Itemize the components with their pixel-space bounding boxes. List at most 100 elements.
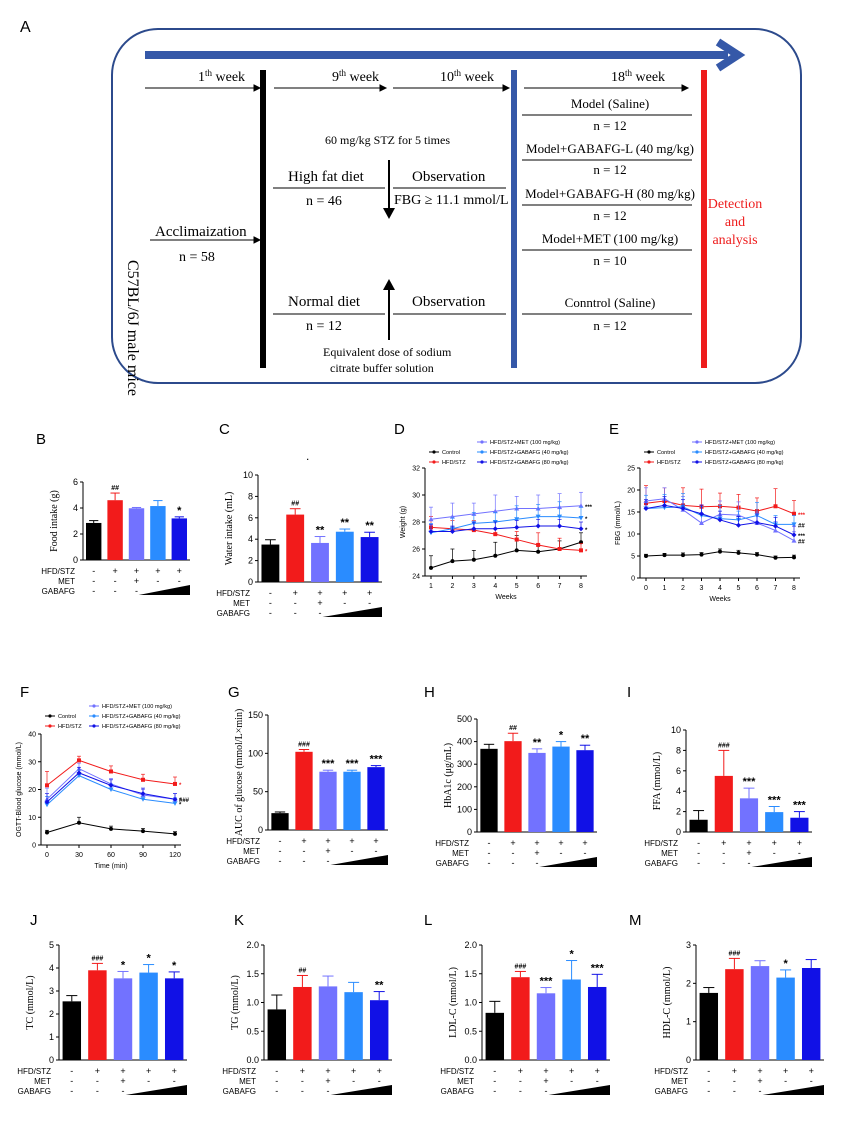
x-tick-label: 60 — [107, 852, 115, 859]
timeline-arrow-head — [715, 38, 746, 72]
data-point — [140, 797, 146, 802]
significance-mark: ## — [291, 501, 299, 508]
y-tick-label: 200 — [457, 782, 472, 792]
treatment-sign: - — [493, 1086, 496, 1096]
significance-mark: ### — [179, 798, 190, 804]
treatment-sign: + — [342, 588, 347, 598]
y-tick-label: 2 — [686, 978, 691, 988]
data-point — [536, 542, 541, 547]
data-point — [450, 559, 455, 564]
week1-label: 1th week — [198, 68, 245, 85]
bar — [480, 748, 498, 832]
treatment-sign: - — [327, 856, 330, 866]
treatment-sign: - — [697, 838, 700, 848]
treatment-row-label: MET — [661, 849, 678, 858]
treatment-sign: - — [70, 1076, 73, 1086]
data-point — [76, 773, 82, 779]
treatment-sign: - — [343, 598, 346, 608]
data-point — [471, 526, 477, 532]
data-point — [557, 514, 563, 520]
treatment-sign: + — [325, 836, 330, 846]
y-tick-label: 1.5 — [246, 969, 259, 979]
group-met-n: n = 10 — [593, 253, 626, 268]
treatment-sign: + — [757, 1076, 762, 1086]
treatment-sign: + — [772, 838, 777, 848]
y-tick-label: 24 — [412, 574, 420, 581]
treatment-sign: + — [518, 1066, 523, 1076]
data-point — [45, 783, 49, 788]
treatment-sign: - — [378, 1076, 381, 1086]
treatment-sign: + — [300, 1066, 305, 1076]
data-point — [514, 524, 520, 530]
significance-mark: ### — [298, 742, 310, 749]
treatment-sign: - — [147, 1076, 150, 1086]
y-tick-label: 6 — [73, 477, 78, 487]
data-point — [699, 520, 704, 525]
treatment-sign: + — [543, 1066, 548, 1076]
series-line — [430, 516, 582, 534]
bar — [511, 977, 530, 1060]
treatment-sign: - — [279, 846, 282, 856]
data-point — [173, 831, 177, 836]
bar — [335, 531, 354, 582]
panel-letter-h: H — [424, 684, 435, 701]
bar — [485, 1012, 505, 1060]
treatment-sign: + — [120, 1076, 125, 1086]
treatment-sign: + — [558, 838, 563, 848]
legend-label: HFD/STZ+MET (100 mg/kg) — [102, 704, 172, 710]
treatment-sign: - — [493, 1076, 496, 1086]
treatment-sign: - — [512, 858, 515, 868]
data-point — [773, 555, 778, 560]
series-line — [430, 526, 582, 551]
y-tick-label: 4 — [73, 503, 78, 513]
treatment-sign: + — [325, 1076, 330, 1086]
data-point — [514, 517, 520, 522]
legend-label: HFD/STZ+GABAFG (80 mg/kg) — [490, 460, 569, 466]
legend-label: Control — [442, 450, 460, 456]
data-point — [680, 505, 686, 511]
legend-marker — [647, 450, 651, 454]
data-point — [578, 515, 584, 521]
y-tick-label: 150 — [248, 710, 263, 720]
bar — [318, 986, 338, 1060]
data-point — [493, 532, 498, 537]
y-axis-label: FFA (mmol/L) — [652, 752, 663, 810]
treatment-row-label: HFD/STZ — [654, 1067, 688, 1076]
bar — [504, 741, 522, 832]
significance-mark: * — [172, 960, 177, 972]
y-tick-label: 25 — [627, 466, 635, 473]
legend-marker — [432, 450, 436, 454]
treatment-sign: + — [349, 836, 354, 846]
bar — [295, 751, 313, 830]
bar — [150, 506, 166, 560]
legend-marker — [695, 440, 699, 444]
bar — [286, 514, 305, 582]
dose-wedge — [539, 857, 597, 867]
data-point — [109, 826, 113, 831]
dose-wedge — [751, 857, 812, 867]
bar — [801, 968, 821, 1060]
bar — [552, 746, 570, 832]
week9-label: 9th week — [332, 68, 379, 85]
treatment-row-label: MET — [34, 1077, 51, 1086]
y-tick-label: 400 — [457, 737, 472, 747]
y-tick-label: 32 — [412, 466, 420, 473]
treatment-sign: + — [301, 836, 306, 846]
data-point — [717, 517, 723, 523]
y-tick-label: 3 — [49, 986, 54, 996]
y-tick-label: 15 — [627, 510, 635, 517]
significance-mark: ** — [365, 520, 374, 532]
y-tick-label: 2.0 — [464, 940, 477, 950]
y-axis-label: HDL-C (mmol/L) — [662, 967, 673, 1039]
y-axis-label: Weight (g) — [400, 506, 407, 538]
y-tick-label: 2 — [248, 556, 253, 566]
data-point — [773, 504, 778, 509]
acclimatization-label: Acclimaization — [155, 224, 247, 240]
treatment-row-label: GABAFG — [223, 1087, 256, 1096]
treatment-sign: - — [488, 858, 491, 868]
significance-mark: *** — [798, 534, 806, 540]
bar — [699, 992, 719, 1060]
data-point — [76, 770, 82, 776]
